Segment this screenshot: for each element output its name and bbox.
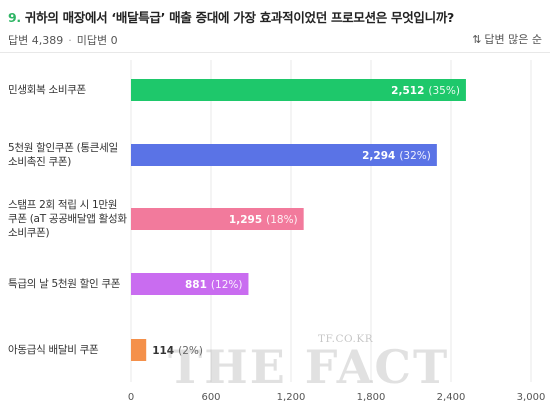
no-answer-count: 미답변 0 [76,34,118,47]
category-label-line: 소비쿠폰) [8,227,50,239]
bar [131,273,249,295]
sort-button[interactable]: ⇅ 답변 많은 순 [472,31,542,47]
category-label-line: 아동급식 배달비 쿠폰 [8,344,99,356]
x-tick-label: 1,200 [277,392,306,403]
category-label: 민생회복 소비쿠폰 [8,83,128,97]
question-title: 9. 귀하의 매장에서 ‘배달특급’ 매출 증대에 가장 효과적이었던 프로모션… [8,7,454,26]
x-tick-label: 2,400 [437,392,466,403]
x-tick-label: 3,000 [517,392,546,403]
x-tick-label: 600 [201,392,220,403]
response-stats: 답변 4,389 · 미답변 0 [8,32,118,48]
sort-arrows-icon: ⇅ [472,33,482,46]
data-label: 1,295 (18%) [229,214,298,226]
watermark-logo: THE FACT [168,340,450,394]
x-tick-label: 0 [128,392,134,403]
header-divider [0,52,550,53]
category-label-line: 5천원 할인쿠폰 (통큰세일 [8,142,118,154]
data-label: 2,294 (32%) [362,150,431,162]
watermark-url: TF.CO.KR [318,333,374,345]
category-label: 특급의 날 5천원 할인 쿠폰 [8,277,128,291]
sort-label: 답변 많은 순 [484,33,542,46]
data-label: 881 (12%) [185,279,242,291]
bar [131,144,437,166]
separator-dot: · [68,34,72,47]
question-text: 귀하의 매장에서 ‘배달특급’ 매출 증대에 가장 효과적이었던 프로모션은 무… [24,10,454,25]
category-label-line: 쿠폰 (aT 공공배달앱 활성화 [8,213,127,225]
data-label: 2,512 (35%) [391,85,460,97]
bar [131,208,304,230]
answer-count: 답변 4,389 [8,34,64,47]
category-label-line: 소비촉진 쿠폰) [8,156,71,168]
bar [131,79,466,101]
category-label: 아동급식 배달비 쿠폰 [8,343,128,357]
bar [131,339,147,361]
x-tick-label: 1,800 [357,392,386,403]
question-number: 9. [8,10,21,25]
category-label-line: 민생회복 소비쿠폰 [8,84,86,96]
category-label-line: 스탬프 2회 적립 시 1만원 [8,199,118,211]
data-label: 114 (2%) [152,345,203,357]
category-label-line: 특급의 날 5천원 할인 쿠폰 [8,278,121,290]
